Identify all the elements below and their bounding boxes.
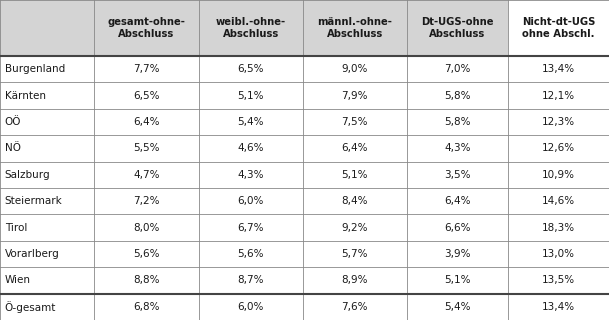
Text: 5,1%: 5,1%	[238, 91, 264, 100]
Text: 8,4%: 8,4%	[342, 196, 368, 206]
Text: 10,9%: 10,9%	[542, 170, 575, 180]
Text: 6,4%: 6,4%	[444, 196, 471, 206]
Text: 13,4%: 13,4%	[542, 64, 575, 74]
Text: 13,0%: 13,0%	[542, 249, 575, 259]
Text: 4,3%: 4,3%	[444, 143, 471, 153]
Text: 7,9%: 7,9%	[342, 91, 368, 100]
Text: 5,4%: 5,4%	[444, 302, 471, 312]
Text: 5,1%: 5,1%	[342, 170, 368, 180]
Bar	[303, 0, 407, 56]
Text: 12,6%: 12,6%	[542, 143, 575, 153]
Text: 8,0%: 8,0%	[133, 223, 160, 233]
Text: 3,9%: 3,9%	[444, 249, 471, 259]
Text: 13,4%: 13,4%	[542, 302, 575, 312]
Bar	[0, 135, 609, 162]
Text: 13,5%: 13,5%	[542, 276, 575, 285]
Text: Nicht-dt-UGS
ohne Abschl.: Nicht-dt-UGS ohne Abschl.	[522, 17, 595, 39]
Bar	[0, 56, 609, 83]
Text: Dt-UGS-ohne
Abschluss: Dt-UGS-ohne Abschluss	[421, 17, 494, 39]
Text: 5,8%: 5,8%	[444, 91, 471, 100]
Text: 6,5%: 6,5%	[238, 64, 264, 74]
Bar	[0, 82, 609, 109]
Text: Vorarlberg: Vorarlberg	[5, 249, 60, 259]
Text: 14,6%: 14,6%	[542, 196, 575, 206]
Text: 6,0%: 6,0%	[238, 302, 264, 312]
Bar	[0, 294, 609, 320]
Text: Ö-gesamt: Ö-gesamt	[5, 301, 56, 313]
Text: 5,7%: 5,7%	[342, 249, 368, 259]
Text: Tirol: Tirol	[5, 223, 27, 233]
Text: 7,0%: 7,0%	[444, 64, 471, 74]
Text: OÖ: OÖ	[5, 117, 21, 127]
Text: 7,7%: 7,7%	[133, 64, 160, 74]
Text: NÖ: NÖ	[5, 143, 21, 153]
Text: 7,2%: 7,2%	[133, 196, 160, 206]
Text: Kärnten: Kärnten	[5, 91, 46, 100]
Bar	[407, 0, 508, 56]
Bar	[94, 0, 199, 56]
Text: Steiermark: Steiermark	[5, 196, 63, 206]
Text: 5,6%: 5,6%	[133, 249, 160, 259]
Text: 9,0%: 9,0%	[342, 64, 368, 74]
Bar	[0, 188, 609, 214]
Bar	[0, 109, 609, 135]
Text: Salzburg: Salzburg	[5, 170, 51, 180]
Text: 12,1%: 12,1%	[542, 91, 575, 100]
Text: 8,7%: 8,7%	[238, 276, 264, 285]
Text: 5,8%: 5,8%	[444, 117, 471, 127]
Text: 6,5%: 6,5%	[133, 91, 160, 100]
Text: 9,2%: 9,2%	[342, 223, 368, 233]
Text: 4,3%: 4,3%	[238, 170, 264, 180]
Text: gesamt-ohne-
Abschluss: gesamt-ohne- Abschluss	[108, 17, 185, 39]
Text: 7,6%: 7,6%	[342, 302, 368, 312]
Text: 12,3%: 12,3%	[542, 117, 575, 127]
Text: 6,7%: 6,7%	[238, 223, 264, 233]
Text: 3,5%: 3,5%	[444, 170, 471, 180]
Text: 6,6%: 6,6%	[444, 223, 471, 233]
Text: 6,4%: 6,4%	[342, 143, 368, 153]
Text: 6,8%: 6,8%	[133, 302, 160, 312]
Text: 5,5%: 5,5%	[133, 143, 160, 153]
Bar	[0, 162, 609, 188]
Bar	[0, 214, 609, 241]
Text: männl.-ohne-
Abschluss: männl.-ohne- Abschluss	[317, 17, 392, 39]
Text: 6,4%: 6,4%	[133, 117, 160, 127]
Text: weibl.-ohne-
Abschluss: weibl.-ohne- Abschluss	[216, 17, 286, 39]
Text: 5,4%: 5,4%	[238, 117, 264, 127]
Bar	[199, 0, 303, 56]
Text: 6,0%: 6,0%	[238, 196, 264, 206]
Text: 5,6%: 5,6%	[238, 249, 264, 259]
Text: 18,3%: 18,3%	[542, 223, 575, 233]
Bar	[0, 0, 94, 56]
Text: Wien: Wien	[5, 276, 31, 285]
Text: 4,7%: 4,7%	[133, 170, 160, 180]
Bar	[0, 0, 94, 56]
Bar	[0, 267, 609, 294]
Text: Burgenland: Burgenland	[5, 64, 65, 74]
Text: 7,5%: 7,5%	[342, 117, 368, 127]
Text: 8,9%: 8,9%	[342, 276, 368, 285]
Bar	[0, 241, 609, 267]
Text: 4,6%: 4,6%	[238, 143, 264, 153]
Text: 8,8%: 8,8%	[133, 276, 160, 285]
Text: 5,1%: 5,1%	[444, 276, 471, 285]
